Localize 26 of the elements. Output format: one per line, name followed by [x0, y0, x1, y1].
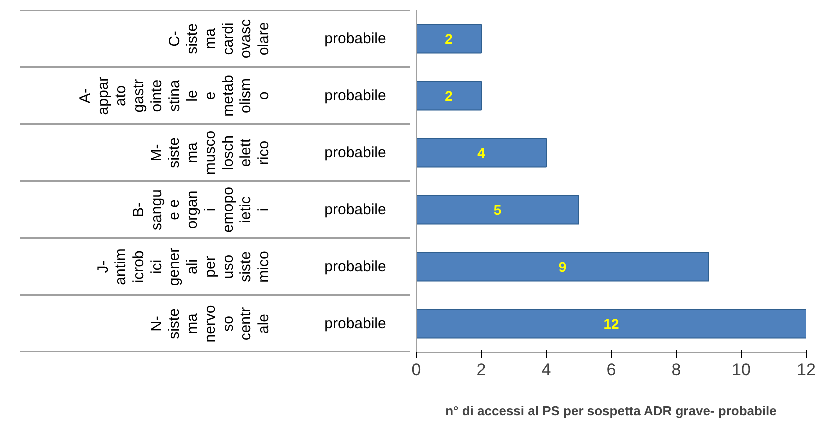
category-label: M-sistema muscoloschelettrico probabile: [148, 130, 386, 176]
data-label: 12: [604, 316, 620, 332]
category-label: B-sangue e organi emopoietici probabile: [130, 187, 386, 233]
category-label: J-antimicrobici generali per uso sistemico probabile: [94, 248, 386, 286]
x-tick-label: 0: [412, 360, 422, 380]
bar: [416, 138, 547, 168]
bar: [416, 195, 580, 225]
data-label: 2: [445, 88, 454, 104]
data-label: 2: [445, 31, 454, 47]
bar: [416, 309, 806, 339]
category-label: N-sistema nervoso centrale probabile: [148, 305, 386, 343]
data-label: 5: [494, 202, 502, 218]
bar: [416, 252, 710, 282]
x-tick-label: 6: [606, 360, 616, 380]
x-tick-label: 8: [672, 360, 682, 380]
x-tick-label: 2: [476, 360, 486, 380]
x-tick-label: 4: [542, 360, 552, 380]
x-axis-title: n° di accessi al PS per sospetta ADR grave- probabile: [446, 404, 777, 418]
bar: [416, 81, 482, 111]
data-label: 9: [558, 259, 567, 275]
category-label: A-apparato gastrointestinale e metabolismo probabile: [77, 75, 386, 117]
category-label: C-sistema cardiovascolare probabile: [166, 19, 386, 59]
data-label: 4: [478, 145, 486, 161]
x-tick-label: 10: [732, 360, 751, 380]
bar: [416, 24, 482, 54]
x-tick-label: 12: [797, 360, 816, 380]
